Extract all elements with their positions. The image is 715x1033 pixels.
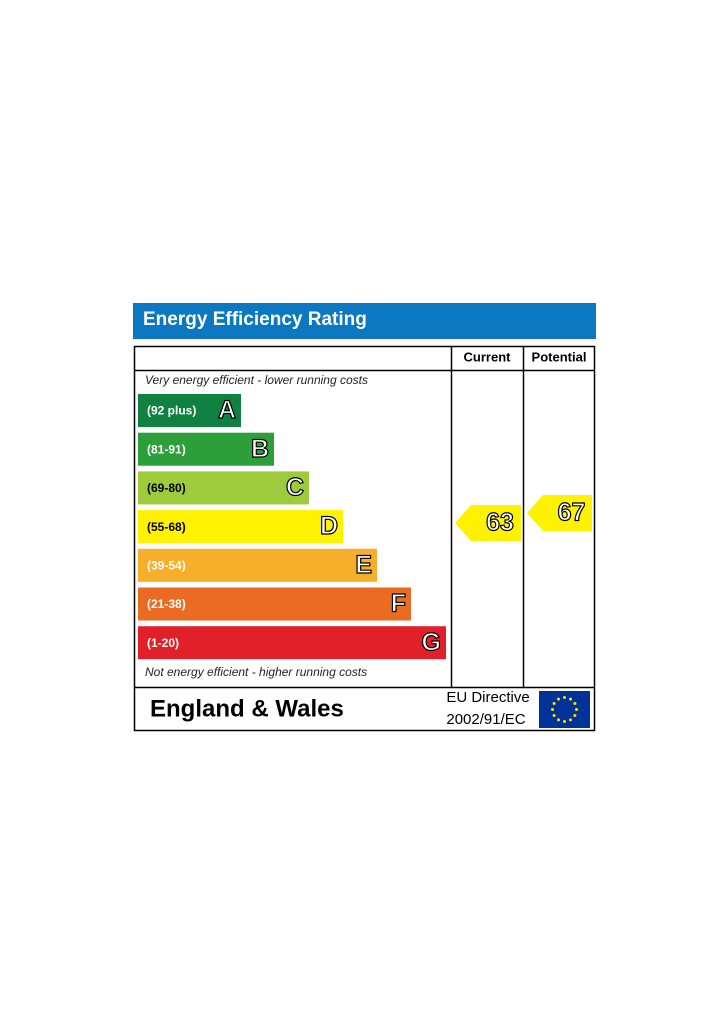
eu-star: [569, 697, 572, 701]
band-range: (55-68): [147, 520, 186, 534]
band-bar: [138, 548, 377, 582]
eu-star: [552, 714, 556, 717]
eu-star: [573, 714, 577, 717]
rating-arrow: [527, 495, 592, 531]
band-letter: D: [320, 512, 338, 540]
band-letter: G: [422, 628, 441, 656]
eu-star: [563, 696, 566, 699]
eu-star: [573, 702, 577, 705]
band-letter: F: [391, 590, 406, 618]
directive: EU Directive: [446, 689, 529, 706]
band-range: (92 plus): [147, 404, 196, 418]
band-letter: C: [286, 474, 304, 502]
potential-header: Potential: [532, 349, 587, 364]
band-bar: [138, 471, 309, 505]
band-range: (21-38): [147, 597, 186, 611]
eu-star: [575, 708, 578, 711]
band-letter: B: [251, 435, 269, 463]
title-bar: [133, 303, 596, 339]
title: Energy Efficiency Rating: [143, 309, 367, 330]
band-range: (69-80): [147, 481, 186, 495]
eu-star: [552, 702, 556, 705]
band-bar: [138, 587, 411, 621]
band-range: (81-91): [147, 442, 186, 456]
band-bar: [138, 394, 241, 427]
rating-arrow: [455, 505, 521, 541]
bottom-note: Not energy efficient - higher running co…: [145, 665, 367, 679]
eu-star: [557, 697, 560, 701]
band-bar: [138, 510, 343, 544]
eu-stars: [551, 696, 578, 723]
band-bar: [138, 626, 446, 660]
top-note: Very energy efficient - lower running co…: [145, 373, 368, 387]
rating-value: 63: [486, 509, 514, 537]
band-range: (39-54): [147, 558, 186, 572]
eu-star: [569, 718, 572, 722]
eu-star: [563, 720, 566, 723]
current-header: Current: [464, 349, 512, 364]
band-range: (1-20): [147, 636, 179, 650]
rating-value: 67: [558, 499, 586, 527]
band-letter: E: [355, 551, 372, 579]
frame: [133, 345, 596, 732]
band-bar: [138, 432, 274, 466]
band-letter: A: [218, 396, 236, 424]
eu-star: [557, 718, 560, 722]
eu-star: [551, 708, 554, 711]
directive-code: 2002/91/EC: [446, 711, 525, 728]
region: England & Wales: [150, 695, 344, 722]
